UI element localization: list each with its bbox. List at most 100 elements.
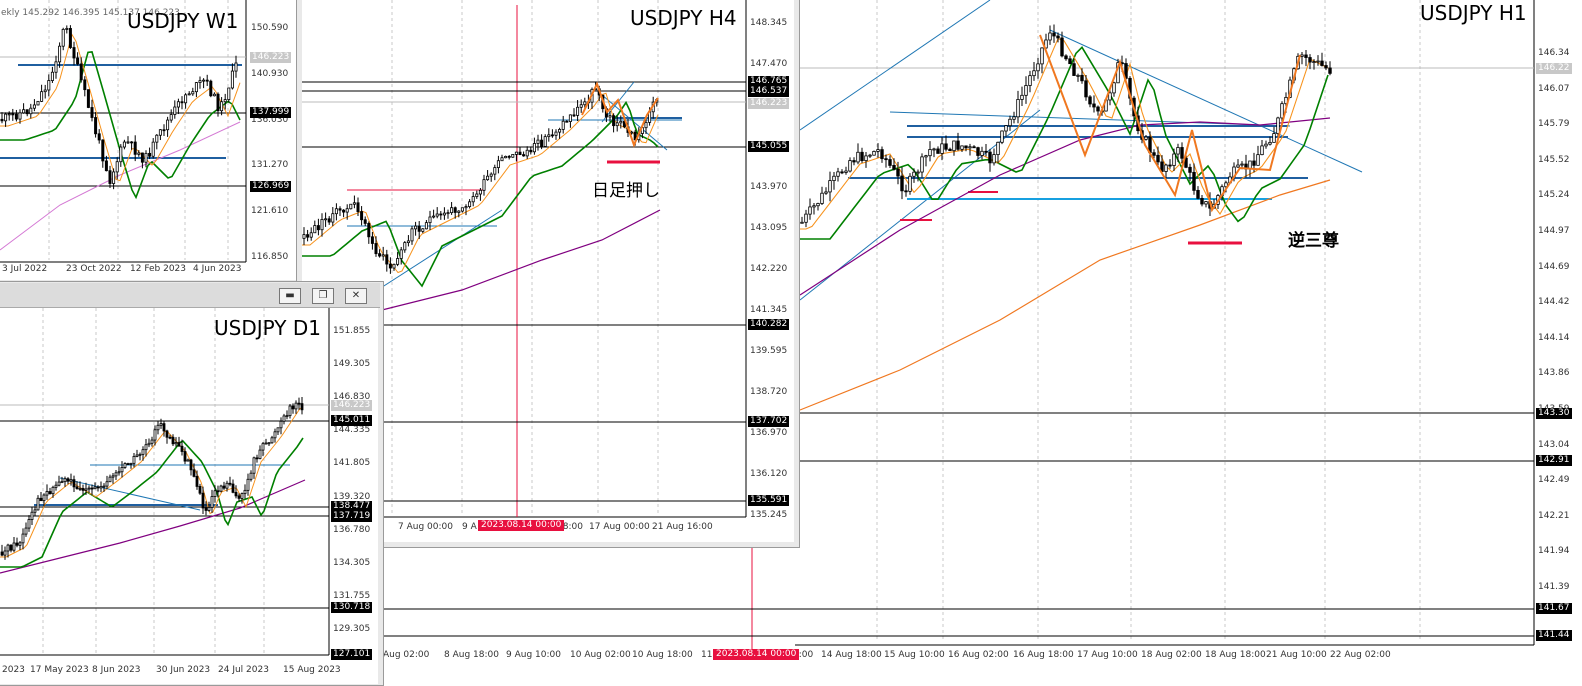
d1-chart-window[interactable]: USDJPY D1 151.855 149.305 146.830 144.335 14…: [0, 308, 378, 684]
d1-candle: [171, 436, 175, 445]
d1-candle: [147, 442, 151, 446]
h1-candle: [1156, 154, 1160, 163]
w1-ma-long: [0, 121, 241, 251]
h1-candle: [892, 165, 896, 170]
d1-candle: [75, 486, 79, 489]
price-tick-label: 144.97: [1538, 226, 1570, 236]
w1-candle: [155, 134, 159, 143]
h4-candle: [550, 134, 554, 137]
d1-candle: [39, 497, 43, 502]
price-tick-label: 143.86: [1538, 368, 1570, 379]
w1-candle: [47, 80, 51, 91]
h1-candle: [1060, 37, 1064, 57]
w1-candle: [36, 100, 40, 106]
h4-candle: [363, 219, 367, 224]
h1-level-label-1: 143.30: [1536, 408, 1572, 419]
price-tick-label: 136.120: [750, 469, 788, 479]
h1-candle: [1044, 39, 1048, 49]
h1-candle: [1152, 152, 1156, 156]
w1-level-label-2: 126.969: [250, 181, 292, 192]
d1-candle: [294, 402, 298, 410]
h1-candle: [1280, 103, 1284, 119]
h1-candle: [960, 145, 964, 150]
d1-chart-canvas[interactable]: [0, 308, 378, 684]
d1-candle: [186, 459, 190, 462]
d1-candle: [282, 415, 286, 422]
w1-candle: [0, 118, 4, 122]
h1-candle: [1196, 189, 1200, 199]
price-tick-label: 129.305: [333, 624, 371, 634]
h4-chart-window[interactable]: USDJPY H4 日足押し 148.345147.470145.720144.…: [302, 0, 794, 542]
d1-current-price-label: 146.223: [331, 400, 373, 411]
h1-candle: [1080, 74, 1084, 82]
d1-candle: [114, 472, 118, 477]
w1-level-label-1: 137.999: [250, 107, 292, 118]
minimize-button[interactable]: ▬: [279, 288, 301, 304]
h4-candle: [399, 249, 403, 259]
h1-candle: [896, 168, 900, 177]
h1-candle: [816, 203, 820, 207]
price-tick-label: 142.49: [1538, 475, 1570, 486]
w1-candle: [140, 152, 144, 163]
h1-trend-line: [1049, 29, 1363, 173]
d1-level-label-5: 127.101: [331, 649, 373, 660]
d1-candle: [156, 424, 160, 431]
time-tick-label: 14 Aug 18:00: [821, 650, 882, 660]
price-tick-label: 134.305: [333, 557, 371, 568]
restore-button[interactable]: ❐: [312, 288, 334, 304]
price-tick-label: 146.34: [1538, 48, 1570, 58]
h1-candle: [1316, 60, 1320, 63]
time-tick-label: 11: [701, 650, 713, 660]
h4-zigzag: [581, 81, 659, 148]
w1-chart-canvas[interactable]: [0, 0, 298, 280]
d1-candle: [180, 445, 184, 452]
d1-candle: [279, 420, 283, 429]
h1-candle: [1256, 154, 1260, 166]
h1-candle: [1072, 63, 1076, 76]
h4-candle: [486, 175, 490, 181]
w1-candle: [68, 28, 72, 48]
d1-candle: [165, 430, 169, 438]
w1-chart-window[interactable]: ekly 145.292 146.395 145.137 146.223 USD…: [0, 0, 298, 280]
w1-candle: [112, 171, 116, 184]
h1-candle: [904, 190, 908, 193]
time-tick-label: 10 Aug 18:00: [632, 650, 693, 660]
time-tick-label: 22 Aug 02:00: [1330, 650, 1391, 660]
h4-candle: [522, 154, 526, 157]
h1-candle: [976, 147, 980, 156]
h4-candle: [367, 223, 371, 238]
price-tick-label: 146.830: [333, 392, 371, 403]
h1-candle: [1012, 116, 1016, 120]
h4-candle: [352, 202, 356, 205]
w1-current-price-label: 146.223: [250, 52, 292, 63]
price-tick-label: 145.52: [1538, 154, 1570, 165]
d1-candle: [270, 437, 274, 444]
h4-candle: [615, 122, 619, 127]
h1-candle: [1164, 164, 1168, 172]
d1-title-bar[interactable]: ▬ ❐ ✕: [0, 283, 380, 308]
d1-candle: [204, 507, 208, 511]
h1-candle: [844, 170, 848, 173]
h4-current-price-label: 146.223: [748, 98, 790, 109]
h4-trend-line: [361, 209, 503, 301]
w1-candle: [202, 79, 206, 82]
d1-candle: [183, 451, 187, 462]
h4-candle: [432, 215, 436, 218]
w1-candle: [130, 141, 134, 144]
price-tick-label: 141.805: [333, 458, 371, 469]
w1-candle: [11, 113, 15, 116]
h4-candle: [478, 189, 482, 195]
d1-candle: [27, 519, 31, 529]
w1-candle: [162, 129, 166, 132]
d1-candle: [24, 527, 28, 535]
h4-candle: [568, 114, 572, 122]
d1-candle: [174, 442, 178, 445]
time-tick-label: 08:00: [557, 522, 583, 532]
h1-candle: [1176, 147, 1180, 155]
h1-candle: [1092, 103, 1096, 108]
w1-candle: [220, 101, 224, 112]
close-button[interactable]: ✕: [345, 288, 367, 304]
time-tick-label: 21 Aug 10:00: [1266, 650, 1327, 660]
d1-level-label-1: 145.011: [331, 415, 373, 426]
